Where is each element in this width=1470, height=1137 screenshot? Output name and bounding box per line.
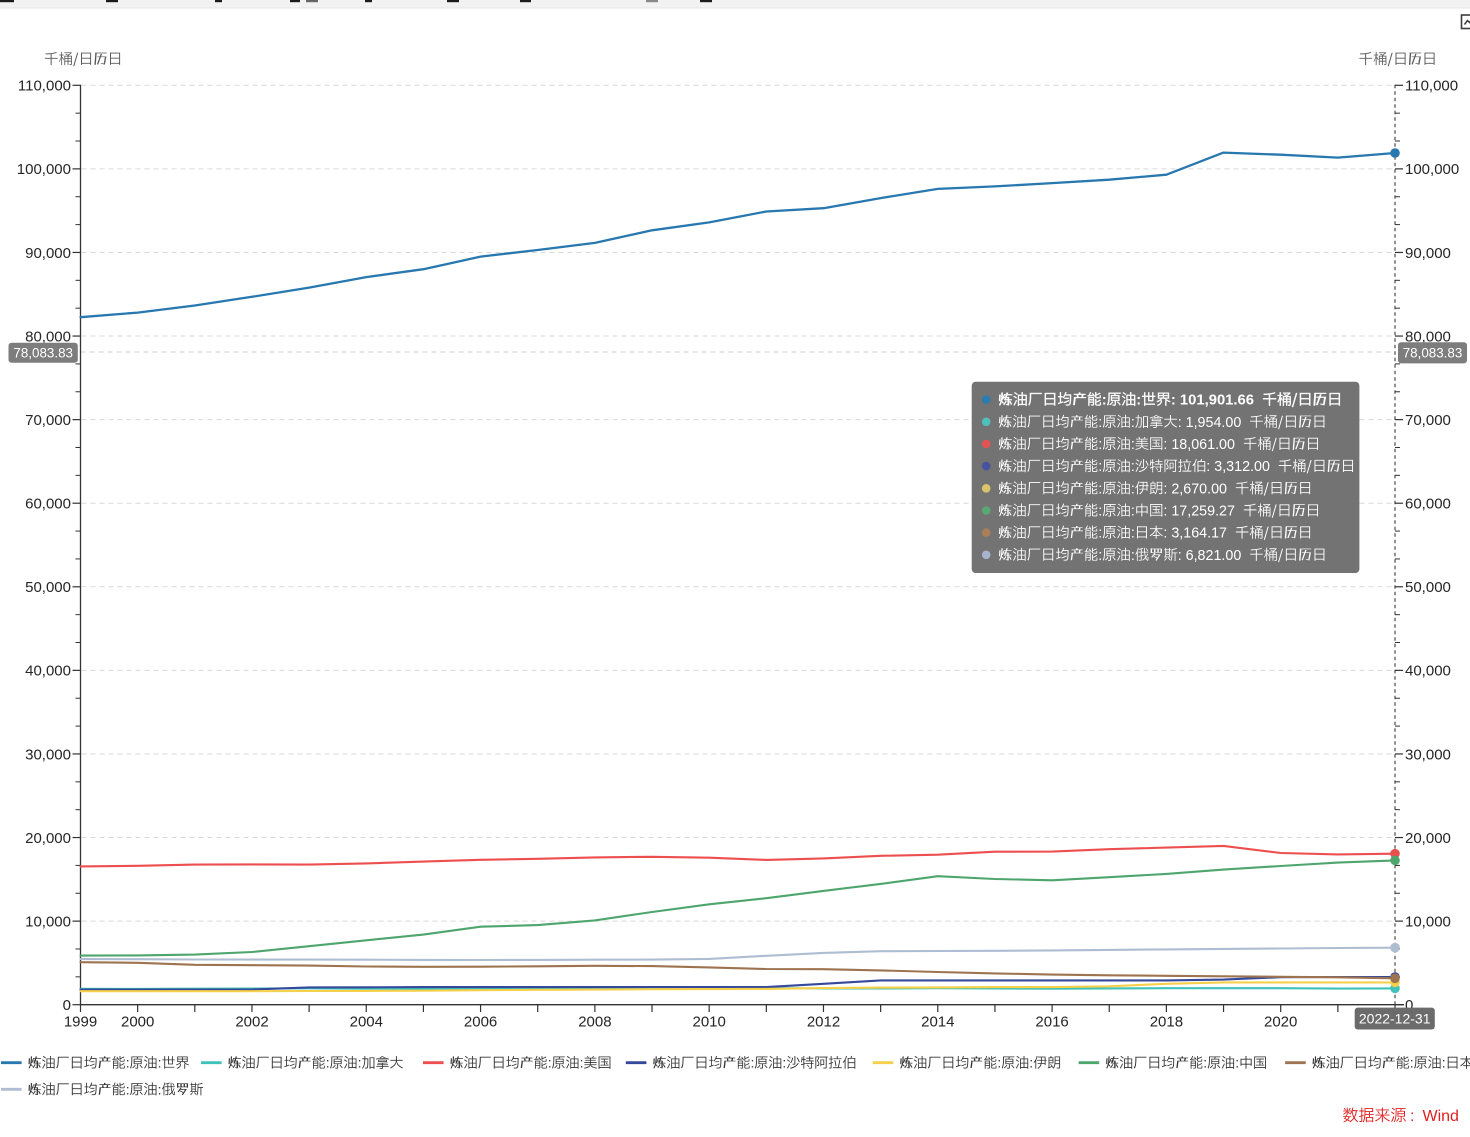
svg-text:70,000: 70,000	[1405, 412, 1451, 429]
svg-text::: :	[1098, 548, 1102, 564]
svg-text:2000: 2000	[121, 1014, 154, 1031]
svg-text::: :	[158, 1081, 162, 1097]
svg-text::: :	[580, 1055, 584, 1071]
svg-text::: :	[326, 1055, 330, 1071]
svg-text:1999: 1999	[64, 1014, 97, 1031]
svg-text:2012: 2012	[807, 1014, 840, 1031]
svg-text:: 17,259.27: : 17,259.27	[1163, 504, 1235, 520]
svg-text::: :	[751, 1055, 755, 1071]
svg-text::: :	[1235, 1055, 1239, 1071]
svg-text:60,000: 60,000	[1405, 496, 1451, 513]
svg-text::: :	[1098, 459, 1102, 475]
svg-text:40,000: 40,000	[25, 663, 71, 680]
svg-text::: :	[1029, 1055, 1033, 1071]
svg-text:30,000: 30,000	[25, 746, 71, 763]
svg-text::: :	[1131, 504, 1135, 520]
svg-text::: :	[1410, 1055, 1414, 1071]
svg-text::: :	[1131, 481, 1135, 497]
svg-text:70,000: 70,000	[25, 412, 71, 429]
svg-text::: :	[1410, 1108, 1414, 1125]
svg-text:110,000: 110,000	[18, 78, 71, 95]
svg-text:0: 0	[1405, 997, 1413, 1014]
svg-text:2020: 2020	[1264, 1014, 1297, 1031]
svg-text::: :	[1131, 459, 1135, 475]
svg-text:20,000: 20,000	[25, 830, 71, 847]
svg-text:60,000: 60,000	[25, 496, 71, 513]
svg-text:90,000: 90,000	[25, 245, 71, 262]
svg-text:: 3,164.17: : 3,164.17	[1163, 526, 1227, 542]
svg-text:2008: 2008	[578, 1014, 611, 1031]
svg-text::: :	[1136, 393, 1141, 409]
svg-text:0: 0	[63, 997, 71, 1014]
svg-text::: :	[1203, 1055, 1207, 1071]
svg-text::: :	[1098, 415, 1102, 431]
svg-text:100,000: 100,000	[17, 161, 71, 178]
svg-text::: :	[1098, 504, 1102, 520]
svg-text:10,000: 10,000	[1405, 913, 1451, 930]
svg-text::: :	[1098, 481, 1102, 497]
svg-text:2014: 2014	[921, 1014, 954, 1031]
svg-text:2004: 2004	[350, 1014, 383, 1031]
svg-text::: :	[158, 1055, 162, 1071]
svg-text:40,000: 40,000	[1405, 663, 1451, 680]
svg-text:10,000: 10,000	[25, 913, 71, 930]
svg-text:90,000: 90,000	[1405, 245, 1451, 262]
svg-text:80,000: 80,000	[1405, 328, 1451, 345]
svg-text:50,000: 50,000	[25, 579, 71, 596]
svg-text:Wind: Wind	[1423, 1108, 1459, 1125]
svg-text::: :	[1102, 393, 1107, 409]
svg-text::: :	[358, 1055, 362, 1071]
svg-text:80,000: 80,000	[25, 328, 71, 345]
svg-text:: 101,901.66: : 101,901.66	[1171, 393, 1254, 409]
svg-text::: :	[997, 1055, 1001, 1071]
svg-text::: :	[1131, 437, 1135, 453]
svg-text:30,000: 30,000	[1405, 746, 1451, 763]
svg-text::: :	[1131, 548, 1135, 564]
svg-text::: :	[126, 1081, 130, 1097]
svg-text:2016: 2016	[1035, 1014, 1068, 1031]
svg-text::: :	[1098, 437, 1102, 453]
svg-text::: :	[548, 1055, 552, 1071]
svg-text:110,000: 110,000	[1405, 78, 1458, 95]
svg-text:20,000: 20,000	[1405, 830, 1451, 847]
svg-text:: 18,061.00: : 18,061.00	[1163, 437, 1235, 453]
svg-text:2002: 2002	[235, 1014, 268, 1031]
svg-text:100,000: 100,000	[1405, 161, 1459, 178]
svg-text::: :	[126, 1055, 130, 1071]
svg-text:2022-12-31: 2022-12-31	[1359, 1011, 1431, 1027]
svg-text:78,083.83: 78,083.83	[13, 346, 73, 361]
svg-text:2018: 2018	[1150, 1014, 1183, 1031]
svg-text:50,000: 50,000	[1405, 579, 1451, 596]
svg-text:: 3,312.00: : 3,312.00	[1206, 459, 1270, 475]
svg-text:2006: 2006	[464, 1014, 497, 1031]
svg-text:: 6,821.00: : 6,821.00	[1178, 548, 1242, 564]
svg-text::: :	[1131, 526, 1135, 542]
svg-text:78,083.83: 78,083.83	[1403, 346, 1463, 361]
svg-text:: 1,954.00: : 1,954.00	[1178, 415, 1242, 431]
svg-text::: :	[1442, 1055, 1446, 1071]
svg-text:: 2,670.00: : 2,670.00	[1163, 481, 1227, 497]
svg-text:2010: 2010	[693, 1014, 726, 1031]
svg-text::: :	[1131, 415, 1135, 431]
svg-text::: :	[1098, 526, 1102, 542]
svg-text::: :	[782, 1055, 786, 1071]
